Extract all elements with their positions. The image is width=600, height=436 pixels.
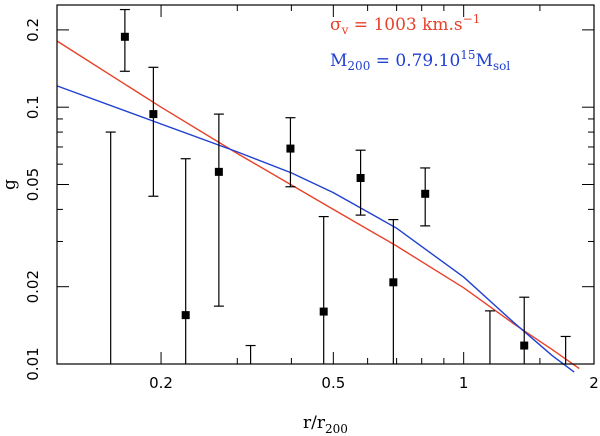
legend-entry-mass: M200 = 0.79.1015Msol: [330, 48, 510, 73]
curve-sigma-v: [56, 40, 580, 370]
x-axis-label: r/r200: [303, 413, 348, 436]
data-point: [181, 311, 190, 320]
y-tick-labels: 0.01 0.02 0.05 0.1 0.2: [24, 18, 42, 381]
data-point: [356, 174, 365, 183]
x-tick-labels: 0.2 0.5 1 2: [149, 374, 599, 392]
model-curves: [56, 40, 580, 373]
y-tick-label: 0.01: [24, 347, 42, 380]
data-point: [389, 278, 398, 287]
data-point: [520, 341, 529, 350]
data-points: [105, 8, 571, 364]
y-tick-label: 0.2: [24, 18, 42, 42]
legend-entry-sigma: σv = 1003 km.s−1: [330, 12, 480, 37]
x-tick-label: 2: [589, 374, 599, 392]
data-point: [319, 307, 328, 316]
y-axis-label: g: [0, 179, 20, 190]
curve-m200: [56, 85, 575, 373]
data-point: [286, 144, 295, 153]
legend: σv = 1003 km.s−1 M200 = 0.79.1015Msol: [330, 12, 510, 73]
x-tick-label: 1: [459, 374, 469, 392]
x-tick-label: 0.2: [149, 374, 173, 392]
data-point: [214, 167, 223, 176]
data-point: [421, 189, 430, 198]
plot-frame: [56, 4, 595, 365]
y-tick-label: 0.02: [24, 270, 42, 303]
y-tick-label: 0.1: [24, 95, 42, 119]
data-point: [120, 32, 129, 41]
y-tick-label: 0.05: [24, 168, 42, 201]
x-tick-label: 0.5: [321, 374, 345, 392]
data-point: [149, 110, 158, 119]
